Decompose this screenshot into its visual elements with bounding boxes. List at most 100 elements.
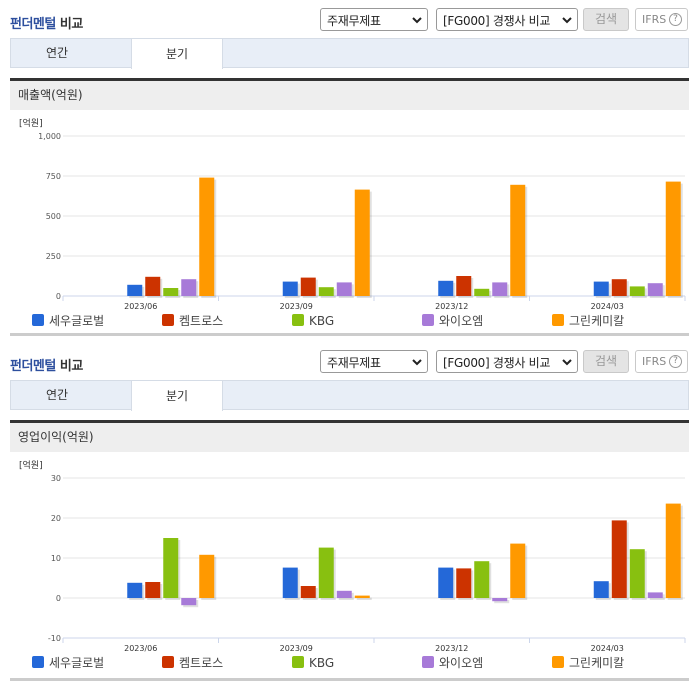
bar[interactable]	[629, 549, 645, 598]
chevron-down-icon	[412, 17, 422, 24]
chart-legend: 세우글로벌 켐트로스 KBG 와이오엠 그린케미칼	[10, 313, 689, 331]
bar[interactable]	[593, 581, 609, 598]
search-button[interactable]: 검색	[583, 8, 629, 31]
bar-shadow	[356, 597, 372, 600]
bar[interactable]	[300, 586, 316, 598]
chart-title: 매출액(억원)	[10, 78, 689, 110]
section-header: 펀더멘털 비교 주재무제표 [FG000] 경쟁사 비교 검색 IFRS?	[0, 342, 696, 380]
legend-item[interactable]: KBG	[292, 313, 334, 329]
operating-profit-chart: [억원] -10 0 10 20 30 2023/06 2023/09 2023/12 2024/…	[10, 452, 689, 681]
bar[interactable]	[611, 279, 627, 296]
legend-item[interactable]: 그린케미칼	[552, 655, 624, 671]
y-tick-label: 750	[46, 172, 61, 181]
bar[interactable]	[510, 543, 526, 598]
x-tick-label: 2023/09	[280, 302, 313, 311]
bar[interactable]	[354, 595, 370, 598]
y-tick-label: 30	[51, 474, 61, 483]
tab-annual[interactable]: 연간	[45, 46, 69, 60]
bar[interactable]	[438, 567, 454, 598]
x-tick-label: 2023/12	[435, 302, 468, 311]
x-tick-label: 2023/09	[280, 644, 313, 653]
ifrs-help-button[interactable]: IFRS?	[635, 8, 688, 31]
help-icon: ?	[669, 13, 682, 26]
bar[interactable]	[665, 503, 681, 598]
tab-quarterly[interactable]: 분기	[131, 380, 223, 411]
bar[interactable]	[456, 276, 472, 296]
bar[interactable]	[282, 567, 298, 598]
bar[interactable]	[665, 181, 681, 296]
bar[interactable]	[145, 276, 161, 296]
legend-item[interactable]: 켐트로스	[162, 313, 223, 329]
legend-swatch	[422, 314, 434, 326]
bar[interactable]	[510, 184, 526, 296]
bar[interactable]	[318, 547, 334, 598]
legend-item[interactable]: KBG	[292, 655, 334, 671]
legend-item[interactable]: 세우글로벌	[32, 313, 104, 329]
bar[interactable]	[163, 288, 179, 296]
y-tick-label: 10	[51, 554, 61, 563]
x-tick-label: 2023/06	[124, 644, 157, 653]
bar[interactable]	[145, 582, 161, 598]
bar[interactable]	[181, 279, 197, 296]
legend-swatch	[32, 656, 44, 668]
bar[interactable]	[336, 282, 352, 296]
bar[interactable]	[438, 280, 454, 296]
bar[interactable]	[456, 568, 472, 598]
x-tick-label: 2023/06	[124, 302, 157, 311]
y-tick-label: 0	[56, 292, 61, 301]
bar[interactable]	[354, 189, 370, 296]
legend-swatch	[552, 656, 564, 668]
legend-item[interactable]: 켐트로스	[162, 655, 223, 671]
unit-label: [억원]	[19, 459, 43, 471]
bar-shadow	[494, 600, 510, 604]
statement-type-select[interactable]: 주재무제표	[320, 8, 428, 31]
legend-item[interactable]: 와이오엠	[422, 655, 483, 671]
help-icon: ?	[669, 355, 682, 368]
unit-label: [억원]	[19, 117, 43, 129]
bar[interactable]	[181, 598, 197, 606]
ifrs-help-button[interactable]: IFRS?	[635, 350, 688, 373]
tab-quarterly[interactable]: 분기	[131, 38, 223, 69]
bar[interactable]	[318, 287, 334, 296]
period-tabs: 연간 분기	[10, 380, 689, 411]
bar[interactable]	[611, 520, 627, 598]
bar[interactable]	[647, 283, 663, 296]
tab-annual[interactable]: 연간	[45, 388, 69, 402]
chart-title: 영업이익(억원)	[10, 420, 689, 452]
bar[interactable]	[336, 590, 352, 598]
bar[interactable]	[282, 281, 298, 296]
legend-item[interactable]: 와이오엠	[422, 313, 483, 329]
bar[interactable]	[647, 592, 663, 598]
bar[interactable]	[492, 282, 508, 296]
bar[interactable]	[199, 177, 215, 296]
section-header: 펀더멘털 비교 주재무제표 [FG000] 경쟁사 비교 검색 IFRS?	[0, 0, 696, 38]
section-title: 펀더멘털 비교	[10, 359, 83, 374]
compare-type-select[interactable]: [FG000] 경쟁사 비교	[436, 8, 578, 31]
bar[interactable]	[492, 598, 508, 602]
bar[interactable]	[300, 277, 316, 296]
legend-swatch	[422, 656, 434, 668]
bar[interactable]	[127, 582, 143, 598]
legend-swatch	[292, 314, 304, 326]
y-tick-label: -10	[48, 634, 61, 643]
y-tick-label: 20	[51, 514, 61, 523]
bar[interactable]	[127, 284, 143, 296]
bar[interactable]	[199, 554, 215, 598]
bar[interactable]	[629, 286, 645, 296]
chevron-down-icon	[562, 359, 572, 366]
legend-item[interactable]: 세우글로벌	[32, 655, 104, 671]
bar[interactable]	[593, 281, 609, 296]
search-button[interactable]: 검색	[583, 350, 629, 373]
bar[interactable]	[163, 538, 179, 598]
bar[interactable]	[474, 288, 490, 296]
x-tick-label: 2024/03	[591, 644, 624, 653]
compare-type-select[interactable]: [FG000] 경쟁사 비교	[436, 350, 578, 373]
chevron-down-icon	[412, 359, 422, 366]
x-tick-label: 2024/03	[591, 302, 624, 311]
legend-item[interactable]: 그린케미칼	[552, 313, 624, 329]
legend-swatch	[162, 314, 174, 326]
fundamental-section-revenue: 펀더멘털 비교 주재무제표 [FG000] 경쟁사 비교 검색 IFRS? 연간…	[0, 0, 696, 336]
bar[interactable]	[474, 561, 490, 598]
statement-type-select[interactable]: 주재무제표	[320, 350, 428, 373]
y-tick-label: 0	[56, 594, 61, 603]
